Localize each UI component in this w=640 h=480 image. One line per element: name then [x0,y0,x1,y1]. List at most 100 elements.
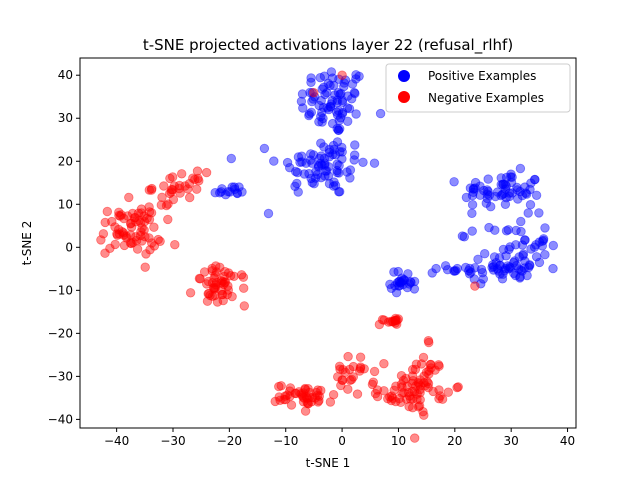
negative-point [294,387,304,397]
negative-point [314,391,325,401]
negative-point [416,359,427,369]
y-tick-label: 0 [65,240,73,254]
positive-point [350,88,360,99]
positive-point [525,261,535,271]
negative-point [183,184,193,194]
negative-point [139,211,149,221]
negative-point [391,381,401,391]
positive-point [461,262,471,273]
negative-point [227,291,237,302]
positive-point [322,87,332,98]
positive-point [334,115,344,126]
positive-point [510,270,521,281]
x-tick-label: −20 [217,434,242,448]
positive-point [347,94,357,104]
positive-point [282,157,293,168]
negative-point [407,378,417,389]
negative-point [134,215,144,226]
legend-label-positive: Positive Examples [428,69,536,83]
negative-point [135,230,146,241]
negative-point [223,281,233,291]
positive-point [314,100,324,111]
legend-marker-positive [398,70,410,82]
positive-point [538,234,549,244]
negative-point [387,316,398,327]
negative-point [207,278,218,288]
negative-point [98,229,109,239]
negative-point [125,230,136,240]
positive-point [524,260,535,270]
negative-point [389,385,399,396]
negative-point [407,371,418,381]
positive-point [517,190,528,201]
positive-point [489,252,500,262]
positive-point [530,174,540,185]
negative-point [397,382,407,392]
positive-point [298,103,308,113]
positive-point [349,155,359,165]
positive-point [475,190,485,200]
negative-point [139,216,150,227]
positive-point [326,67,337,77]
negative-point [414,379,424,389]
positive-point [304,109,315,119]
positive-point [335,124,345,134]
positive-point [306,173,316,184]
positive-point [526,244,536,254]
positive-point [325,80,335,91]
positive-point [332,165,342,176]
positive-point [292,167,303,178]
negative-point [411,381,421,391]
negative-point [229,271,239,282]
positive-point [497,274,508,284]
negative-point [126,238,137,249]
positive-point [501,226,512,236]
negative-point [207,263,217,274]
negative-point [370,388,381,399]
positive-point [358,157,368,168]
negative-point [141,249,151,259]
negative-point [144,233,154,243]
positive-point [225,187,235,197]
positive-point [529,242,540,252]
positive-point [316,151,326,161]
negative-point [210,270,221,281]
positive-point [514,264,524,274]
negative-point [410,433,420,443]
legend-label-negative: Negative Examples [428,91,544,105]
positive-point [491,258,501,268]
positive-point [269,156,279,166]
negative-point [175,188,185,198]
positive-point [486,201,496,212]
positive-point [482,185,492,195]
negative-point [96,235,106,245]
negative-point [298,388,309,398]
negative-point [133,208,144,218]
negative-point [274,392,284,402]
positive-point [494,253,505,263]
positive-point [504,188,515,198]
positive-point [394,281,404,291]
negative-point [419,410,429,420]
positive-point [517,266,527,276]
x-axis-ticks: −40 −30 −20 −10 0 10 20 30 40 [104,428,575,448]
positive-point [324,144,335,155]
positive-point [389,267,399,277]
plot-area [80,58,576,428]
positive-point [516,216,526,227]
positive-point [503,225,514,235]
negative-point [239,301,250,311]
negative-point [194,176,204,186]
positive-point [232,188,242,198]
negative-point [167,172,178,182]
negative-point [392,319,402,329]
positive-point [515,272,525,282]
negative-point [124,192,134,203]
negative-point [302,393,312,404]
negative-point [355,366,365,376]
positive-point [514,252,524,262]
positive-point [390,281,400,291]
positive-point [459,232,470,242]
positive-point [335,146,345,157]
positive-point [323,171,334,181]
